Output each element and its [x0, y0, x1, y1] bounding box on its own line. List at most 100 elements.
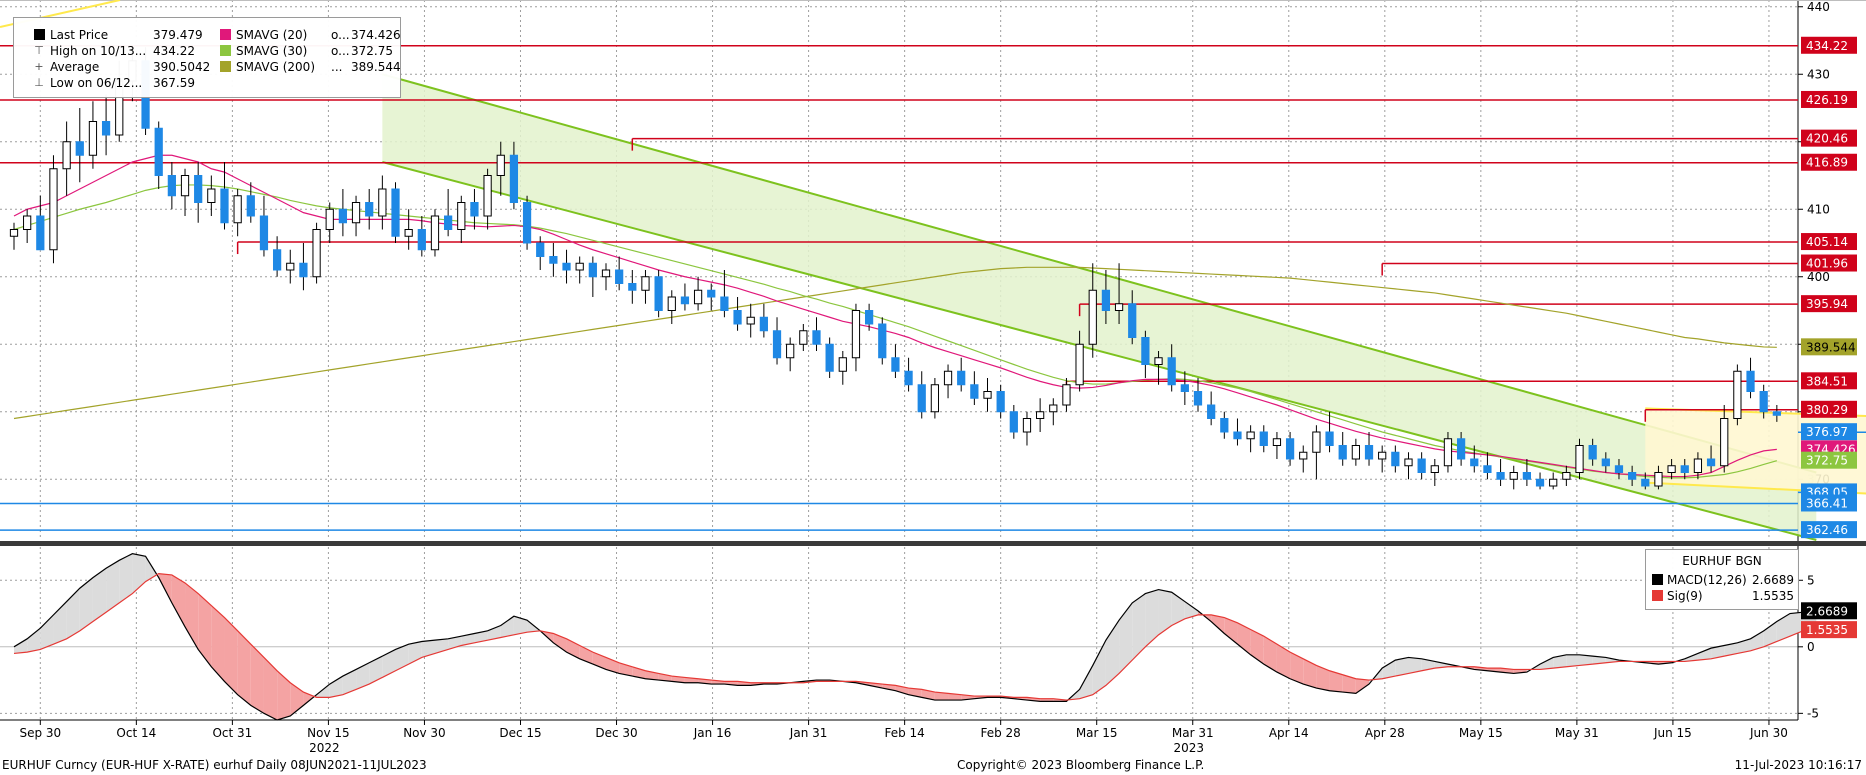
candle-body — [36, 215, 45, 251]
candle-body — [1036, 411, 1045, 419]
sig-swatch — [1652, 590, 1663, 601]
macd-last-tag-label: 2.6689 — [1806, 604, 1848, 618]
candle-body — [654, 276, 663, 311]
candle-body — [483, 175, 492, 217]
candle-body — [628, 283, 637, 291]
candle-body — [23, 215, 32, 230]
level-tag-label: 380.29 — [1806, 403, 1848, 417]
legend-label: SMAVG (20) — [236, 28, 308, 42]
x-tick-label: Apr 28 — [1365, 726, 1405, 740]
candle-body — [1720, 418, 1729, 467]
candle-body — [746, 316, 755, 325]
y-tick-label: 400 — [1807, 270, 1830, 284]
candle-body — [1667, 465, 1676, 473]
macd-histogram-fill — [356, 662, 370, 690]
candle-body — [1128, 303, 1137, 338]
level-tag-label: 376.97 — [1806, 425, 1848, 439]
legend-label: MACD(12,26) — [1667, 573, 1747, 587]
candle-body — [1706, 458, 1716, 467]
macd-histogram-fill — [934, 692, 949, 701]
signal-line — [13, 572, 1817, 701]
macd-histogram-fill — [1290, 652, 1304, 685]
macd-histogram-fill — [106, 560, 120, 613]
macd-histogram-fill — [382, 649, 396, 678]
candle-body — [588, 262, 597, 278]
candle-body — [312, 229, 321, 278]
candle-body — [1101, 289, 1111, 311]
macd-histogram-fill — [1763, 621, 1777, 647]
candle-body — [1193, 391, 1203, 406]
level-tag-label: 434.22 — [1806, 39, 1848, 53]
candle-body — [667, 296, 676, 311]
candle-body — [996, 391, 1005, 413]
x-tick-label: Apr 14 — [1269, 726, 1309, 740]
macd-histogram-fill — [632, 666, 646, 679]
macd-histogram-fill — [711, 680, 725, 685]
candle-body — [1141, 337, 1150, 365]
macd-histogram-fill — [1040, 698, 1054, 702]
macd-histogram-fill — [1158, 589, 1172, 635]
candle-body — [1772, 411, 1781, 416]
macd-tick-label: 5 — [1807, 573, 1815, 587]
candle-body — [430, 215, 440, 251]
legend-value: 2.6689 — [1752, 573, 1794, 587]
sig-last-tag-label: 1.5535 — [1806, 623, 1848, 637]
candle-body — [864, 310, 874, 325]
candle-body — [1575, 445, 1584, 473]
macd-histogram-fill — [1092, 640, 1106, 695]
candle-body — [1351, 445, 1360, 460]
level-tag — [1801, 521, 1857, 539]
candle-body — [233, 195, 242, 224]
x-tick-label: Jun 30 — [1749, 726, 1788, 740]
candle-body — [1009, 411, 1018, 433]
candle-body — [1246, 431, 1255, 440]
macd-histogram-fill — [1211, 614, 1225, 634]
level-tag — [1801, 233, 1857, 251]
macd-histogram-fill — [1540, 657, 1554, 670]
candle-body — [1641, 478, 1650, 487]
legend-value: 1.5535 — [1752, 589, 1794, 603]
level-tag — [1801, 36, 1857, 54]
candle-body — [1312, 431, 1321, 453]
macd-histogram-fill — [474, 630, 488, 643]
candle-body — [904, 370, 913, 386]
wedge-line — [1645, 481, 1866, 495]
candle-body — [286, 262, 295, 271]
macd-histogram-fill — [1079, 665, 1093, 699]
macd-histogram-fill — [513, 616, 528, 635]
top-border — [0, 0, 1866, 1]
macd-histogram-fill — [671, 676, 685, 683]
candle-body — [549, 256, 558, 264]
candle-body — [693, 289, 703, 305]
macd-histogram-fill — [948, 693, 962, 701]
candle-body — [1443, 438, 1453, 467]
candle-body — [812, 330, 821, 345]
macd-histogram-fill — [553, 633, 567, 653]
x-tick-label: May 31 — [1555, 726, 1599, 740]
legend-mid: o... — [331, 44, 350, 58]
candle-body — [338, 208, 348, 224]
candle-body — [1364, 445, 1374, 460]
macd-histogram-fill — [1026, 697, 1041, 702]
candle-body — [680, 296, 690, 305]
candle-body — [983, 391, 992, 399]
candle-body — [391, 188, 400, 237]
macd-histogram-fill — [250, 644, 264, 714]
x-tick-label: Oct 14 — [116, 726, 156, 740]
candle-body — [957, 370, 966, 386]
macd-histogram-fill — [1408, 657, 1422, 674]
sma30-swatch — [220, 45, 231, 56]
x-tick-label: Jan 16 — [693, 726, 732, 740]
macd-histogram-fill — [329, 676, 343, 698]
legend-label: SMAVG (200) — [236, 60, 316, 74]
level-tag-label: 389.544 — [1806, 340, 1856, 354]
level-tag — [1801, 423, 1857, 441]
macd-histogram-fill — [66, 588, 80, 639]
macd-histogram-fill — [1566, 654, 1580, 667]
candle-body — [1167, 357, 1176, 386]
candle-body — [1759, 391, 1768, 413]
level-tag-label: 426.19 — [1806, 93, 1848, 107]
candle-body — [365, 202, 374, 217]
macd-histogram-fill — [198, 593, 212, 667]
macd-histogram-fill — [1592, 656, 1606, 665]
